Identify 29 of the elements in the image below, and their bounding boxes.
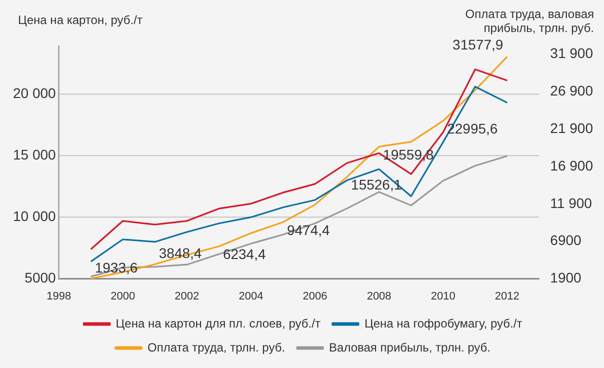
y2-tick-label: 11 900 <box>550 194 592 211</box>
x-tick-label: 2006 <box>302 290 328 302</box>
data-label: 9474,4 <box>286 222 330 238</box>
x-tick-label: 2012 <box>494 290 520 302</box>
y-tick-label: 15 000 <box>12 146 56 162</box>
y2-tick-label: 21 900 <box>550 120 594 136</box>
x-tick-label: 1998 <box>46 290 72 302</box>
y2-tick-label: 6900 <box>550 232 582 248</box>
legend-label: Цена на картон для пл. слоев, руб./т <box>116 316 321 330</box>
legend-label: Цена на гофробумагу, руб./т <box>364 316 523 330</box>
x-tick-label: 2004 <box>238 290 264 302</box>
legend-label: Валовая прибыль, трлн. руб. <box>329 340 490 354</box>
y-tick-label: 20 000 <box>12 84 56 101</box>
y2-tick-label: 26 900 <box>550 82 594 99</box>
y2-axis-title: Оплата труда, валовая прибыль, трлн. руб. <box>465 7 594 35</box>
y2-tick-label: 31 900 <box>550 45 594 62</box>
x-tick-label: 2000 <box>110 290 136 302</box>
x-tick-label: 2002 <box>174 290 200 302</box>
x-tick-label: 2010 <box>430 290 456 302</box>
data-label: 1933,6 <box>94 259 138 276</box>
legend-label: Оплата труда, трлн. руб. <box>148 340 286 354</box>
data-label: 6234,4 <box>222 246 266 262</box>
x-tick-label: 2008 <box>366 290 392 302</box>
data-label: 31577,9 <box>452 36 504 53</box>
y-tick-label: 5000 <box>24 270 56 286</box>
y-axis-title: Цена на картон, руб./т <box>18 13 143 27</box>
y2-tick-label: 1900 <box>550 270 582 286</box>
y2-tick-label: 16 900 <box>550 157 594 174</box>
y-tick-label: 10 000 <box>12 208 56 224</box>
